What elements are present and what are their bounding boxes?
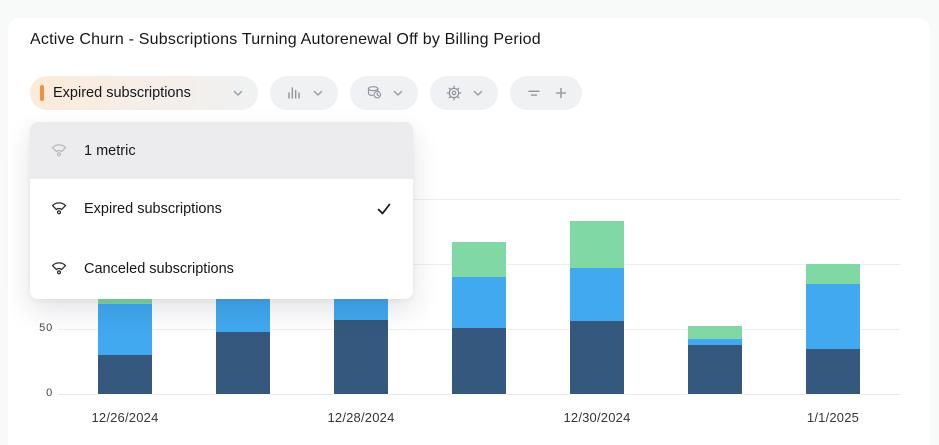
bar-segment-dark-blue-bottom bbox=[452, 327, 506, 394]
chevron-down-icon bbox=[472, 87, 484, 99]
chart-card: Active Churn - Subscriptions Turning Aut… bbox=[8, 18, 930, 445]
stacked-bar[interactable] bbox=[452, 241, 506, 394]
bar-segment-light-blue-middle bbox=[688, 339, 742, 345]
toolbar: Expired subscriptions bbox=[30, 76, 582, 110]
gauge-metric-icon bbox=[48, 258, 70, 280]
stacked-bar[interactable] bbox=[98, 297, 152, 394]
bar-segment-light-blue-middle bbox=[98, 304, 152, 355]
metric-selector-button[interactable]: Expired subscriptions bbox=[30, 76, 258, 110]
stacked-bar[interactable] bbox=[216, 292, 270, 394]
dropdown-item-canceled-subscriptions[interactable]: Canceled subscriptions bbox=[30, 239, 413, 299]
metrics-dropdown-header: 1 metric bbox=[30, 122, 413, 179]
plot-area: 0 50 12/26/2024 12/28/2024 12/30/2024 1/1/202… bbox=[8, 18, 930, 445]
gridline bbox=[58, 199, 900, 200]
filter-icon bbox=[524, 83, 544, 103]
bar-segment-dark-blue-bottom bbox=[806, 348, 860, 394]
chart-type-button[interactable] bbox=[270, 76, 338, 110]
bar-segment-light-blue-middle bbox=[216, 292, 270, 332]
x-axis-tick-label: 12/26/2024 bbox=[91, 410, 159, 425]
checkmark-icon bbox=[375, 200, 393, 218]
chevron-down-icon bbox=[312, 87, 324, 99]
x-axis-tick-label: 1/1/2025 bbox=[806, 410, 860, 425]
bar-segment-dark-blue-bottom bbox=[570, 321, 624, 394]
bar-segment-light-blue-middle bbox=[570, 267, 624, 322]
stacked-bar[interactable] bbox=[334, 292, 388, 394]
gridline bbox=[58, 394, 900, 395]
stacked-bar[interactable] bbox=[688, 326, 742, 394]
bar-segment-dark-blue-bottom bbox=[334, 319, 388, 394]
bar-segment-green-top bbox=[452, 241, 506, 277]
y-axis-tick-label: 0 bbox=[46, 387, 53, 399]
bar-segment-green-top bbox=[570, 221, 624, 268]
bar-segment-dark-blue-bottom bbox=[216, 331, 270, 394]
stacked-bar[interactable] bbox=[570, 221, 624, 394]
dropdown-item-expired-subscriptions[interactable]: Expired subscriptions bbox=[30, 179, 413, 239]
settings-button[interactable] bbox=[430, 76, 498, 110]
stacked-bar[interactable] bbox=[806, 264, 860, 394]
page-title: Active Churn - Subscriptions Turning Aut… bbox=[30, 31, 541, 48]
bar-segment-dark-blue-bottom bbox=[688, 344, 742, 394]
metric-selector-label: Expired subscriptions bbox=[53, 85, 191, 101]
bar-segment-green-top bbox=[806, 264, 860, 284]
plus-icon bbox=[554, 86, 568, 100]
gauge-metric-icon bbox=[48, 140, 70, 162]
bar-segment-light-blue-middle bbox=[452, 277, 506, 328]
filter-add-button[interactable] bbox=[510, 76, 582, 110]
metrics-dropdown: 1 metric Expired subscriptions bbox=[30, 122, 413, 299]
bar-segment-green-top bbox=[98, 297, 152, 305]
bar-segment-green-top bbox=[688, 326, 742, 340]
bar-segment-dark-blue-bottom bbox=[98, 354, 152, 394]
chevron-down-icon bbox=[392, 87, 404, 99]
interval-button[interactable] bbox=[350, 76, 418, 110]
bar-chart-icon bbox=[284, 83, 304, 103]
x-axis-tick-label: 12/28/2024 bbox=[327, 410, 395, 425]
y-axis-tick-label: 50 bbox=[39, 322, 53, 334]
metric-accent-bar bbox=[40, 85, 44, 101]
x-axis-tick-label: 12/30/2024 bbox=[563, 410, 631, 425]
chevron-down-icon bbox=[232, 87, 244, 99]
database-clock-icon bbox=[364, 83, 384, 103]
dropdown-item-label: Canceled subscriptions bbox=[84, 261, 234, 277]
gauge-metric-icon bbox=[48, 198, 70, 220]
bar-segment-light-blue-middle bbox=[806, 283, 860, 349]
metric-count-label: 1 metric bbox=[84, 142, 136, 159]
dropdown-item-label: Expired subscriptions bbox=[84, 201, 222, 217]
gear-icon bbox=[444, 83, 464, 103]
